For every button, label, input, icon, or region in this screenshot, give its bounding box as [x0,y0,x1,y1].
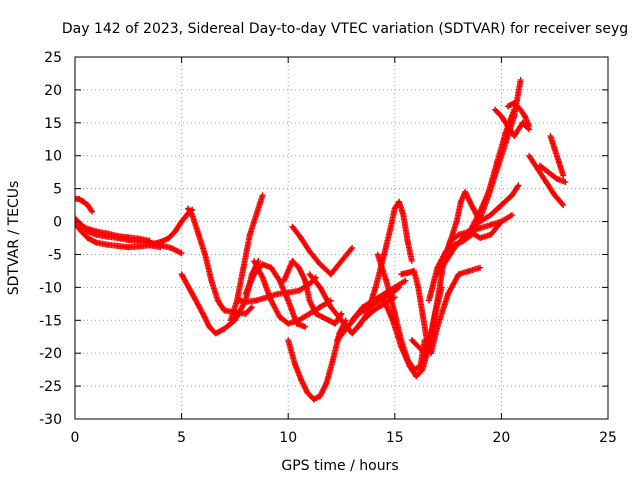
data-point [146,237,153,244]
x-axis-label: GPS time / hours [281,458,398,474]
data-point [167,244,174,251]
x-tick-label: 15 [386,430,404,446]
data-point [363,312,370,319]
x-tick-label: 25 [599,430,617,446]
data-point [170,246,177,253]
data-point [349,244,356,251]
data-point [92,238,99,245]
chart-title: Day 142 of 2023, Sidereal Day-to-day VTE… [62,21,628,37]
data-series-arc-25 [440,182,522,265]
data-point [507,212,514,219]
data-point [89,208,96,215]
data-series-arc-31 [547,132,567,179]
y-tick-label: 15 [44,116,62,132]
y-tick-label: -10 [39,280,62,296]
y-tick-label: -20 [39,346,62,362]
data-point [515,182,522,189]
y-tick-label: -30 [39,412,62,428]
data-point [171,246,178,253]
data-series-arc-3 [75,195,96,215]
data-series-arc-5 [75,218,153,244]
data-point [173,247,180,254]
x-tick-label: 20 [492,430,510,446]
data-point [81,224,88,231]
data-series-arc-11 [251,258,334,327]
data-point [402,277,409,284]
y-tick-label: 0 [53,215,62,231]
plot-frame [74,56,609,420]
y-tick-label: 20 [44,83,62,99]
data-point [562,179,569,186]
data-series-arc-27 [492,106,533,139]
data-series-arc-29 [526,152,567,209]
x-tick-label: 5 [177,430,186,446]
data-point [560,202,567,209]
data-point [509,211,516,218]
y-tick-label: 25 [44,50,62,66]
data-series-arc-26 [466,211,516,241]
axis-ticks: 0 5 10 15 20 25 -30 -25 -20 -15 -10 -5 0 5 10 15 20 25 [39,50,617,446]
data-series-arc-8 [227,192,266,324]
data-point [477,264,484,271]
data-point [157,244,164,251]
data-series-arc-28 [504,100,533,130]
data-point [188,210,195,217]
data-point [259,192,266,199]
data-point [348,246,355,253]
data-point [559,200,566,207]
x-tick-label: 10 [279,430,297,446]
data-series-arc-7 [184,205,255,317]
y-tick-label: -15 [39,313,62,329]
data-series-arc-30 [536,162,569,186]
data-point [526,123,533,130]
y-tick-label: -5 [48,247,62,263]
data-point [248,304,255,311]
x-tick-label: 0 [71,430,80,446]
data-point [177,249,184,256]
data-point [514,183,521,190]
data-point [511,106,518,113]
data-series-arc-14 [289,223,356,278]
y-axis-label: SDTVAR / TECUs [6,181,22,296]
data-point [560,172,567,179]
y-tick-label: -25 [39,379,62,395]
data-point [88,207,95,214]
data-point [247,305,254,312]
data-point [408,258,415,265]
data-point [175,248,182,255]
data-series-arc-18 [355,198,415,330]
data-point [174,248,181,255]
y-tick-label: 5 [53,182,62,198]
data-series-arc-4 [146,206,196,248]
plot-area [75,77,569,403]
data-series-arc-21 [398,264,484,357]
data-series-arc-10 [242,261,309,330]
data-point [401,278,408,285]
data-point [178,250,185,257]
y-tick-label: 10 [44,149,62,165]
data-point [517,77,524,84]
data-point [302,323,309,330]
data-point [169,245,176,252]
